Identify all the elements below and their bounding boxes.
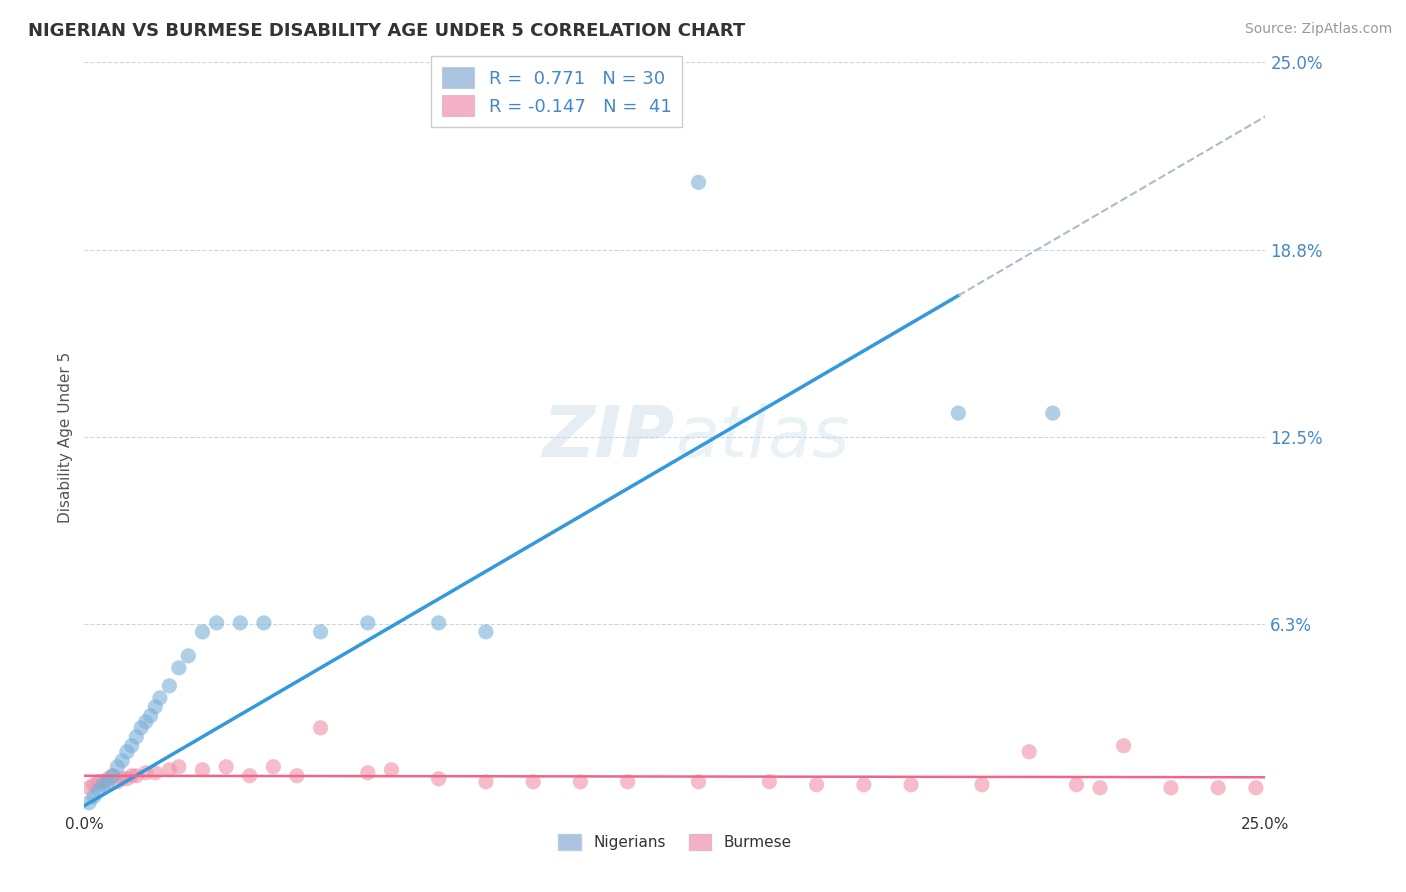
Point bbox=[83, 789, 105, 804]
Text: NIGERIAN VS BURMESE DISABILITY AGE UNDER 5 CORRELATION CHART: NIGERIAN VS BURMESE DISABILITY AGE UNDER… bbox=[28, 22, 745, 40]
Text: atlas: atlas bbox=[675, 402, 849, 472]
Point bbox=[149, 690, 172, 705]
Point bbox=[91, 774, 114, 789]
Point bbox=[77, 780, 100, 795]
Point bbox=[522, 774, 544, 789]
Point bbox=[688, 175, 710, 189]
Point bbox=[758, 774, 780, 789]
Point bbox=[900, 778, 922, 792]
Point bbox=[475, 624, 498, 639]
Point bbox=[1160, 780, 1182, 795]
Point bbox=[1206, 780, 1229, 795]
Point bbox=[970, 778, 993, 792]
Point bbox=[427, 772, 450, 786]
Point bbox=[177, 648, 200, 663]
Point bbox=[948, 406, 970, 420]
Point bbox=[129, 721, 152, 735]
Point bbox=[111, 754, 134, 768]
Point bbox=[111, 772, 134, 786]
Point bbox=[1112, 739, 1135, 753]
Point bbox=[427, 615, 450, 630]
Point bbox=[852, 778, 875, 792]
Point bbox=[262, 760, 284, 774]
Point bbox=[101, 769, 124, 783]
Point bbox=[157, 763, 180, 777]
Point bbox=[253, 615, 276, 630]
Point bbox=[143, 699, 166, 714]
Point bbox=[139, 708, 162, 723]
Legend: Nigerians, Burmese: Nigerians, Burmese bbox=[553, 829, 797, 856]
Point bbox=[101, 769, 124, 783]
Point bbox=[107, 774, 129, 789]
Point bbox=[157, 679, 180, 693]
Point bbox=[143, 765, 166, 780]
Point bbox=[806, 778, 828, 792]
Point bbox=[87, 783, 110, 797]
Point bbox=[309, 624, 332, 639]
Point bbox=[357, 615, 380, 630]
Point bbox=[1066, 778, 1088, 792]
Point bbox=[215, 760, 238, 774]
Point bbox=[1244, 780, 1267, 795]
Point bbox=[115, 745, 138, 759]
Point bbox=[1042, 406, 1064, 420]
Point bbox=[125, 730, 148, 744]
Point bbox=[205, 615, 228, 630]
Text: Source: ZipAtlas.com: Source: ZipAtlas.com bbox=[1244, 22, 1392, 37]
Point bbox=[107, 760, 129, 774]
Point bbox=[309, 721, 332, 735]
Point bbox=[115, 772, 138, 786]
Point bbox=[121, 769, 143, 783]
Point bbox=[135, 765, 157, 780]
Point bbox=[97, 774, 120, 789]
Point bbox=[167, 661, 190, 675]
Point bbox=[239, 769, 262, 783]
Point bbox=[97, 772, 120, 786]
Point bbox=[87, 774, 110, 789]
Point bbox=[167, 760, 190, 774]
Point bbox=[380, 763, 402, 777]
Point bbox=[135, 714, 157, 729]
Point bbox=[616, 774, 638, 789]
Point bbox=[191, 763, 214, 777]
Point bbox=[569, 774, 592, 789]
Point bbox=[285, 769, 308, 783]
Point bbox=[1088, 780, 1111, 795]
Point bbox=[229, 615, 252, 630]
Point bbox=[121, 739, 143, 753]
Text: ZIP: ZIP bbox=[543, 402, 675, 472]
Point bbox=[91, 778, 114, 792]
Point bbox=[77, 796, 100, 810]
Point bbox=[688, 774, 710, 789]
Point bbox=[1018, 745, 1040, 759]
Point bbox=[191, 624, 214, 639]
Point bbox=[83, 778, 105, 792]
Point bbox=[475, 774, 498, 789]
Point bbox=[125, 769, 148, 783]
Point bbox=[357, 765, 380, 780]
Y-axis label: Disability Age Under 5: Disability Age Under 5 bbox=[58, 351, 73, 523]
